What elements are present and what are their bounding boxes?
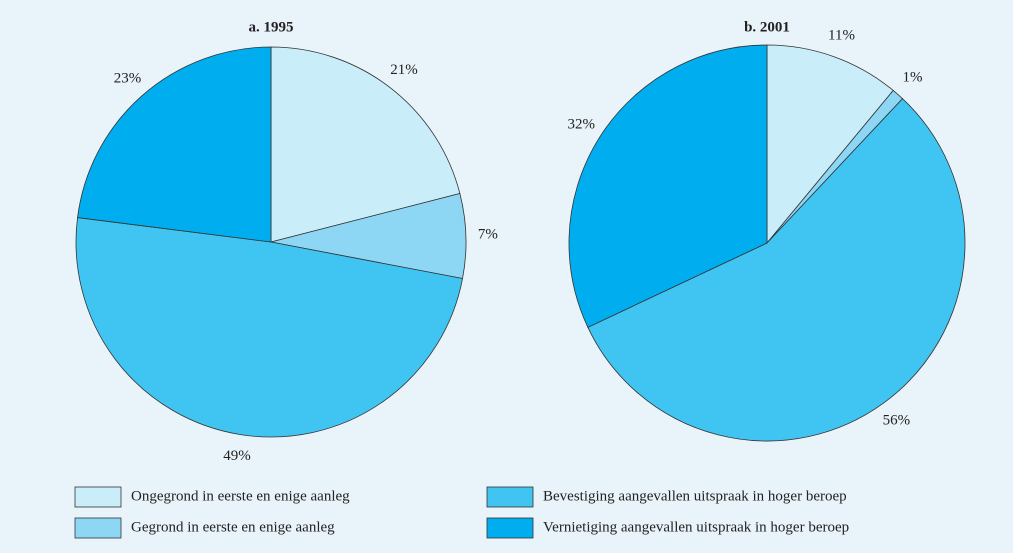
- pie-slice: [75, 217, 464, 438]
- data-label: 1%: [902, 69, 922, 85]
- data-label: 21%: [390, 62, 418, 78]
- data-label: 11%: [828, 27, 855, 43]
- legend-label: Gegrond in eerste en enige aanleg: [131, 519, 335, 535]
- legend-swatch: [486, 517, 534, 539]
- legend-label: Bevestiging aangevallen uitspraak in hog…: [543, 488, 847, 504]
- legend-swatch: [74, 517, 122, 539]
- pie-slice: [270, 46, 461, 243]
- chart-title: a. 1995: [249, 19, 294, 35]
- chart-title: b. 2001: [744, 19, 790, 35]
- legend-swatch: [486, 486, 534, 508]
- pie-slice: [587, 98, 966, 442]
- legend-label: Vernietiging aangevallen uitspraak in ho…: [543, 519, 849, 535]
- data-label: 23%: [114, 71, 142, 87]
- data-label: 49%: [223, 448, 251, 464]
- data-label: 56%: [883, 412, 911, 428]
- pie-slice: [766, 44, 894, 245]
- data-label: 7%: [478, 227, 498, 243]
- legend-label: Ongegrond in eerste en enige aanleg: [131, 488, 350, 504]
- legend-swatch: [74, 486, 122, 508]
- pie-slice: [77, 46, 272, 243]
- pie-slice: [568, 44, 768, 328]
- data-label: 32%: [567, 117, 595, 133]
